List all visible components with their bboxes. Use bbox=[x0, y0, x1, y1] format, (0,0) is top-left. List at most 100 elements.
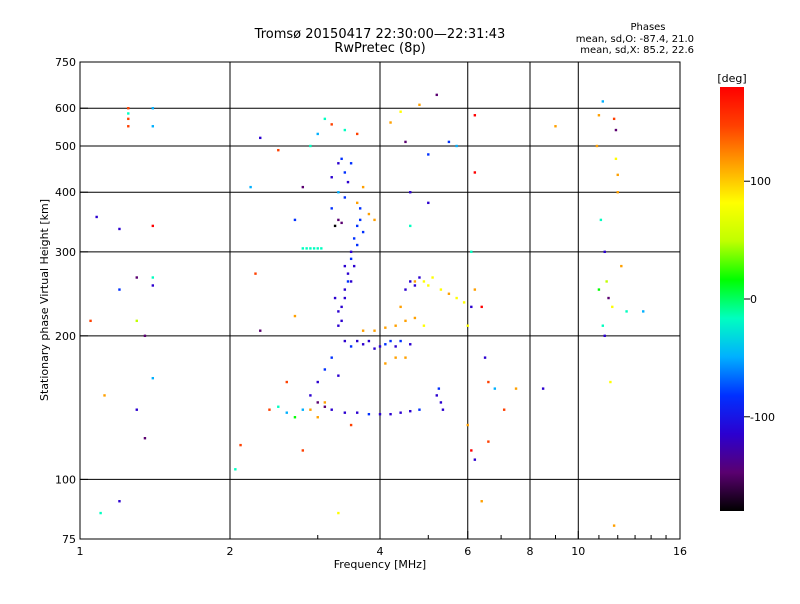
data-point bbox=[89, 319, 92, 323]
data-point bbox=[601, 100, 605, 103]
data-point bbox=[343, 196, 347, 199]
data-point bbox=[614, 128, 618, 132]
x-axis-label: Frequency [MHz] bbox=[334, 558, 426, 571]
data-point bbox=[389, 339, 392, 343]
data-point bbox=[399, 110, 402, 113]
data-point bbox=[597, 114, 601, 117]
data-point bbox=[343, 411, 347, 414]
data-point bbox=[355, 224, 359, 228]
y-tick-label: 100 bbox=[55, 473, 76, 486]
data-point bbox=[355, 411, 359, 414]
data-point bbox=[597, 288, 601, 291]
data-point bbox=[135, 408, 138, 411]
x-tick-label: 2 bbox=[227, 545, 234, 558]
data-point bbox=[330, 176, 333, 179]
data-point bbox=[384, 326, 387, 329]
data-point bbox=[127, 112, 130, 115]
x-tick-label: 4 bbox=[377, 545, 384, 558]
data-point bbox=[601, 324, 605, 327]
data-point bbox=[309, 247, 312, 250]
data-point bbox=[612, 117, 616, 121]
data-point bbox=[605, 280, 608, 283]
data-point bbox=[361, 329, 365, 332]
data-point bbox=[316, 247, 319, 250]
data-point bbox=[343, 296, 347, 300]
stats-line-x: mean, sd,X: 85.2, 22.6 bbox=[580, 45, 694, 56]
data-point bbox=[625, 310, 628, 313]
data-point bbox=[349, 423, 353, 427]
y-tick-label: 750 bbox=[55, 56, 76, 69]
data-point bbox=[473, 171, 477, 174]
x-tick-label: 16 bbox=[673, 545, 687, 558]
data-point bbox=[143, 437, 147, 440]
data-point bbox=[470, 305, 473, 309]
data-point bbox=[343, 264, 347, 268]
data-point bbox=[409, 343, 412, 346]
data-point bbox=[611, 305, 614, 309]
data-point bbox=[99, 511, 102, 515]
data-point bbox=[330, 408, 333, 411]
data-point bbox=[373, 329, 376, 332]
data-point bbox=[466, 423, 469, 427]
data-point bbox=[249, 185, 252, 189]
data-point bbox=[487, 440, 490, 443]
data-point bbox=[404, 140, 407, 144]
data-point bbox=[389, 121, 392, 124]
data-point bbox=[399, 339, 402, 343]
data-point bbox=[418, 103, 421, 107]
data-point bbox=[404, 319, 407, 323]
data-point bbox=[437, 387, 441, 390]
data-point bbox=[466, 324, 469, 327]
data-point bbox=[343, 171, 347, 174]
data-point bbox=[309, 144, 312, 148]
data-point bbox=[355, 201, 359, 205]
data-point bbox=[418, 276, 421, 279]
y-tick-label: 75 bbox=[62, 533, 76, 546]
data-point bbox=[309, 408, 312, 411]
data-point bbox=[409, 280, 412, 283]
data-point bbox=[277, 405, 280, 408]
data-point bbox=[394, 356, 397, 359]
x-tick-label: 8 bbox=[527, 545, 534, 558]
data-point bbox=[427, 201, 430, 205]
stats-heading: Phases bbox=[630, 22, 665, 33]
data-point bbox=[337, 511, 340, 515]
data-point bbox=[404, 356, 407, 359]
plot-frame bbox=[79, 61, 681, 540]
data-point bbox=[346, 180, 350, 184]
data-point bbox=[373, 218, 376, 222]
colorbar-tick-label: 100 bbox=[750, 175, 771, 188]
y-tick-label: 500 bbox=[55, 140, 76, 153]
data-point bbox=[487, 380, 490, 384]
data-point bbox=[127, 125, 130, 128]
data-point bbox=[554, 125, 557, 128]
data-point bbox=[599, 218, 603, 222]
data-point bbox=[473, 458, 477, 461]
data-points bbox=[89, 93, 645, 527]
data-point bbox=[239, 443, 242, 447]
data-point bbox=[361, 185, 365, 189]
data-point bbox=[352, 264, 356, 268]
data-point bbox=[151, 107, 155, 110]
data-point bbox=[367, 412, 371, 416]
data-point bbox=[384, 343, 387, 346]
data-point bbox=[441, 408, 445, 411]
data-point bbox=[642, 310, 645, 313]
data-point bbox=[316, 416, 319, 419]
data-point bbox=[330, 123, 333, 126]
data-point bbox=[301, 408, 305, 411]
data-point bbox=[418, 408, 421, 411]
data-point bbox=[447, 140, 451, 144]
data-point bbox=[316, 380, 319, 384]
data-point bbox=[135, 319, 138, 323]
data-point bbox=[355, 132, 359, 136]
data-point bbox=[384, 362, 387, 365]
data-point bbox=[337, 191, 340, 194]
data-point bbox=[361, 343, 365, 346]
data-point bbox=[394, 324, 397, 327]
data-point bbox=[340, 157, 343, 161]
data-point bbox=[337, 162, 340, 165]
data-point bbox=[367, 339, 371, 343]
